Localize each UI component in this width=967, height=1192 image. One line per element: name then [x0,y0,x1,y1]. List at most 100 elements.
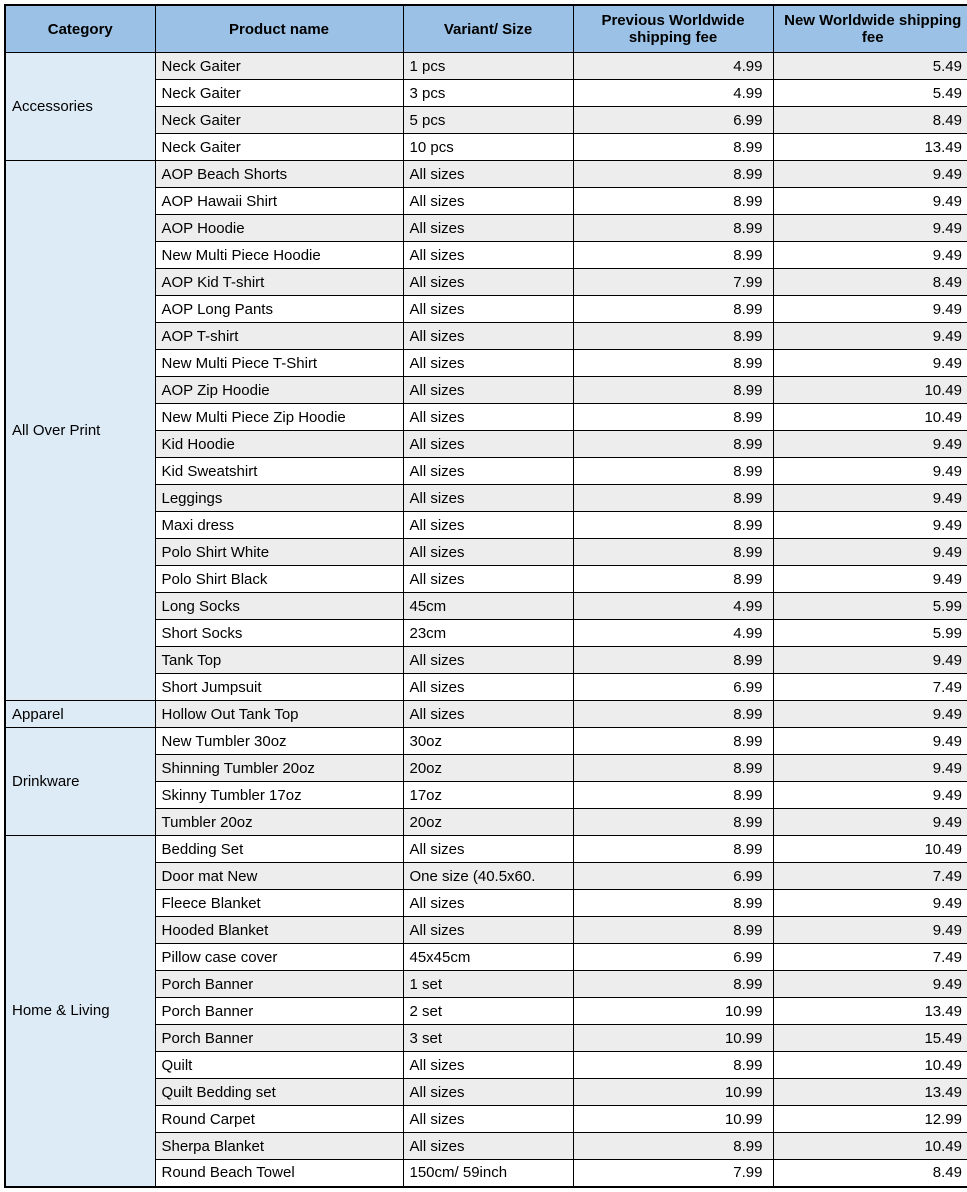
prev-fee-cell: 8.99 [573,458,773,485]
table-body: AccessoriesNeck Gaiter1 pcs4.995.49Neck … [5,53,967,1187]
variant-cell: All sizes [403,701,573,728]
new-fee-cell: 12.99 [773,1106,967,1133]
product-cell: Kid Hoodie [155,431,403,458]
prev-fee-cell: 8.99 [573,566,773,593]
product-cell: Quilt [155,1052,403,1079]
table-row: Home & LivingBedding SetAll sizes8.9910.… [5,836,967,863]
prev-fee-cell: 10.99 [573,998,773,1025]
prev-fee-cell: 4.99 [573,53,773,80]
prev-fee-cell: 8.99 [573,215,773,242]
prev-fee-cell: 8.99 [573,323,773,350]
variant-cell: All sizes [403,242,573,269]
product-cell: New Multi Piece Zip Hoodie [155,404,403,431]
variant-cell: 1 pcs [403,53,573,80]
new-fee-cell: 9.49 [773,296,967,323]
shipping-fee-table-wrapper: Category Product name Variant/ Size Prev… [0,0,967,1192]
product-cell: AOP T-shirt [155,323,403,350]
product-cell: Round Carpet [155,1106,403,1133]
new-fee-cell: 8.49 [773,107,967,134]
variant-cell: 45x45cm [403,944,573,971]
variant-cell: One size (40.5x60. [403,863,573,890]
product-cell: Door mat New [155,863,403,890]
variant-cell: All sizes [403,890,573,917]
category-cell: Drinkware [5,728,155,836]
variant-cell: All sizes [403,539,573,566]
variant-cell: All sizes [403,836,573,863]
variant-cell: 20oz [403,755,573,782]
variant-cell: All sizes [403,485,573,512]
category-cell: Home & Living [5,836,155,1187]
product-cell: Short Socks [155,620,403,647]
variant-cell: 2 set [403,998,573,1025]
new-fee-cell: 9.49 [773,323,967,350]
product-cell: Round Beach Towel [155,1160,403,1187]
new-fee-cell: 9.49 [773,917,967,944]
prev-fee-cell: 8.99 [573,512,773,539]
prev-fee-cell: 8.99 [573,1133,773,1160]
prev-fee-cell: 8.99 [573,971,773,998]
product-cell: Quilt Bedding set [155,1079,403,1106]
variant-cell: 1 set [403,971,573,998]
new-fee-cell: 9.49 [773,971,967,998]
prev-fee-cell: 6.99 [573,107,773,134]
prev-fee-cell: 8.99 [573,242,773,269]
prev-fee-cell: 8.99 [573,755,773,782]
new-fee-cell: 8.49 [773,1160,967,1187]
variant-cell: 150cm/ 59inch [403,1160,573,1187]
new-fee-cell: 9.49 [773,485,967,512]
prev-fee-cell: 4.99 [573,593,773,620]
category-cell: All Over Print [5,161,155,701]
prev-fee-cell: 6.99 [573,674,773,701]
product-cell: Tank Top [155,647,403,674]
variant-cell: 20oz [403,809,573,836]
new-fee-cell: 8.49 [773,269,967,296]
new-fee-cell: 9.49 [773,809,967,836]
product-cell: Porch Banner [155,971,403,998]
variant-cell: All sizes [403,188,573,215]
new-fee-cell: 9.49 [773,431,967,458]
new-fee-cell: 10.49 [773,1052,967,1079]
product-cell: AOP Long Pants [155,296,403,323]
product-cell: AOP Beach Shorts [155,161,403,188]
product-cell: Tumbler 20oz [155,809,403,836]
variant-cell: 17oz [403,782,573,809]
prev-fee-cell: 4.99 [573,80,773,107]
variant-cell: All sizes [403,566,573,593]
table-row: AccessoriesNeck Gaiter1 pcs4.995.49 [5,53,967,80]
variant-cell: All sizes [403,296,573,323]
variant-cell: All sizes [403,161,573,188]
variant-cell: All sizes [403,1052,573,1079]
variant-cell: All sizes [403,1079,573,1106]
product-cell: Porch Banner [155,998,403,1025]
table-row: DrinkwareNew Tumbler 30oz30oz8.999.49 [5,728,967,755]
new-fee-cell: 15.49 [773,1025,967,1052]
prev-fee-cell: 8.99 [573,917,773,944]
variant-cell: All sizes [403,404,573,431]
prev-fee-cell: 8.99 [573,809,773,836]
prev-fee-cell: 8.99 [573,485,773,512]
product-cell: Pillow case cover [155,944,403,971]
prev-fee-cell: 8.99 [573,1052,773,1079]
prev-fee-cell: 8.99 [573,188,773,215]
variant-cell: 23cm [403,620,573,647]
variant-cell: 10 pcs [403,134,573,161]
variant-cell: 30oz [403,728,573,755]
prev-fee-cell: 8.99 [573,431,773,458]
product-cell: Sherpa Blanket [155,1133,403,1160]
variant-cell: All sizes [403,431,573,458]
new-fee-cell: 9.49 [773,566,967,593]
new-fee-cell: 9.49 [773,188,967,215]
prev-fee-cell: 8.99 [573,377,773,404]
new-fee-cell: 9.49 [773,512,967,539]
new-fee-cell: 13.49 [773,1079,967,1106]
new-fee-cell: 9.49 [773,755,967,782]
product-cell: Bedding Set [155,836,403,863]
product-cell: AOP Zip Hoodie [155,377,403,404]
new-fee-cell: 9.49 [773,161,967,188]
col-header-new-fee: New Worldwide shipping fee [773,5,967,53]
new-fee-cell: 5.49 [773,53,967,80]
product-cell: Neck Gaiter [155,53,403,80]
new-fee-cell: 9.49 [773,458,967,485]
col-header-category: Category [5,5,155,53]
shipping-fee-table: Category Product name Variant/ Size Prev… [4,4,967,1188]
